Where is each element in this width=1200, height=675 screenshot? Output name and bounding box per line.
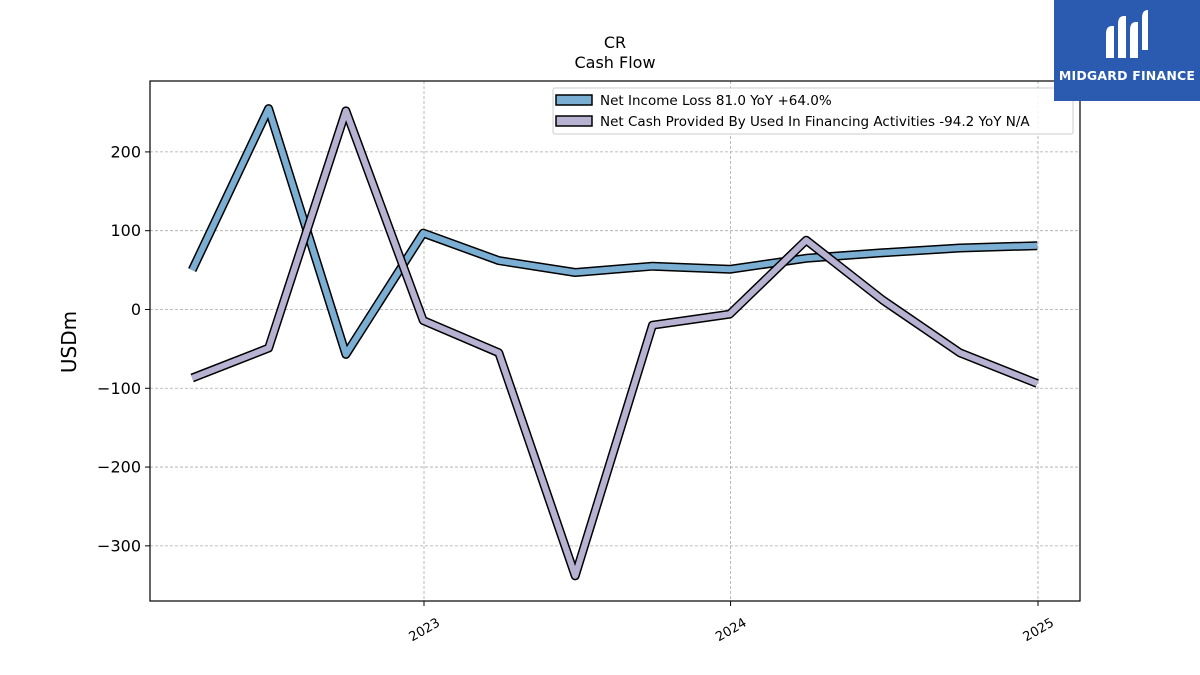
x-tick-label: 2024 <box>713 616 749 646</box>
y-tick-label: 200 <box>110 142 141 161</box>
logo-text: MIDGARD FINANCE <box>1058 68 1196 83</box>
y-tick-label: 100 <box>110 221 141 240</box>
plot-area-frame <box>149 80 1081 602</box>
legend-label-financing: Net Cash Provided By Used In Financing A… <box>600 114 1030 130</box>
y-axis-label: USDm <box>57 311 81 373</box>
y-tick-label: −200 <box>97 458 141 477</box>
legend-box <box>552 87 1074 135</box>
series-line-financing <box>191 107 1039 579</box>
series-outline-financing <box>190 106 1039 581</box>
x-axis-ticks: 2023 2024 2025 <box>407 601 1057 645</box>
series-line-net-income <box>189 105 1038 358</box>
chart-subtitle: Cash Flow <box>574 53 655 72</box>
legend-swatch-financing <box>555 115 593 127</box>
y-tick-label: −300 <box>97 536 141 555</box>
midgard-finance-logo: MIDGARD FINANCE <box>1054 0 1200 101</box>
x-tick-label: 2025 <box>1021 616 1057 646</box>
legend: Net Income Loss 81.0 YoY +64.0% Net Cash… <box>552 87 1074 135</box>
y-tick-label: 0 <box>131 300 141 319</box>
series-layer <box>188 104 1039 581</box>
legend-swatch-net-income <box>555 94 593 106</box>
logo-mark-icon <box>1106 10 1148 58</box>
x-tick-label: 2023 <box>407 616 443 646</box>
y-tick-label: −100 <box>97 379 141 398</box>
y-axis-ticks: 200 100 0 −100 −200 −300 <box>97 142 150 555</box>
legend-label-net-income: Net Income Loss 81.0 YoY +64.0% <box>600 93 832 109</box>
chart-title: CR <box>604 33 626 52</box>
